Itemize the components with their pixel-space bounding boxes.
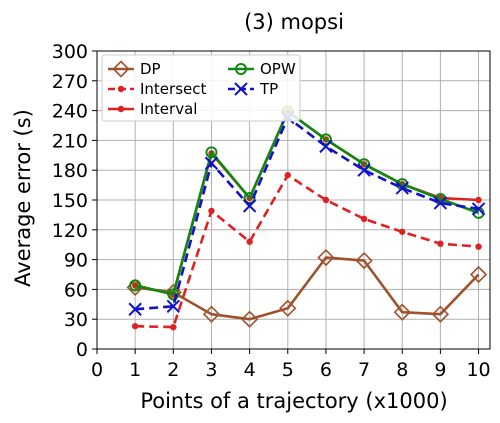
point-dp-7 xyxy=(393,303,411,321)
point-opw-0 xyxy=(129,279,142,292)
point-interval-9 xyxy=(475,196,482,204)
point-dp-8 xyxy=(431,305,450,323)
point-tp-0 xyxy=(128,302,142,316)
point-dp-3 xyxy=(240,310,259,328)
point-dp-4 xyxy=(279,299,297,317)
legend-marker-opw xyxy=(235,63,247,75)
legend-entry-intersect: Intersect xyxy=(108,80,206,98)
y-tick-label-6: 180 xyxy=(52,160,88,182)
point-tp-2 xyxy=(204,156,219,170)
y-tick-label-8: 240 xyxy=(52,101,88,123)
legend-label-opw: OPW xyxy=(260,60,296,78)
x-tick-label-3: 3 xyxy=(205,359,217,381)
point-dp-9 xyxy=(469,265,488,284)
y-tick-label-5: 150 xyxy=(52,190,88,212)
point-opw-2 xyxy=(205,146,218,159)
y-tick-label-4: 120 xyxy=(52,220,88,242)
point-tp-1 xyxy=(166,299,181,313)
point-tp-5 xyxy=(319,139,333,154)
x-tick-label-6: 6 xyxy=(320,359,332,381)
x-tick-label-4: 4 xyxy=(244,359,256,381)
legend-entry-dp: DP xyxy=(108,60,161,78)
chart-title: (3) mopsi xyxy=(244,10,344,34)
x-tick-label-5: 5 xyxy=(282,359,294,381)
legend: DP Intersect Interval OPW TP xyxy=(101,54,301,122)
legend-label-tp: TP xyxy=(259,80,278,98)
point-intersect-7 xyxy=(399,228,406,235)
legend-entry-opw: OPW xyxy=(228,60,296,78)
legend-marker-intersect xyxy=(117,85,125,93)
series-line-opw xyxy=(134,110,480,296)
y-axis-label: Average error (s) xyxy=(11,109,35,287)
x-tick-label-0: 0 xyxy=(91,359,103,381)
point-opw-1 xyxy=(167,288,180,301)
point-tp-9 xyxy=(471,202,486,216)
y-tick-label-10: 300 xyxy=(52,41,88,63)
x-tick-label-10: 10 xyxy=(466,359,490,381)
legend-entry-tp: TP xyxy=(228,80,278,98)
point-tp-3 xyxy=(242,199,257,213)
point-opw-5 xyxy=(319,133,332,146)
y-tick-label-7: 210 xyxy=(52,130,88,152)
point-intersect-8 xyxy=(437,240,444,247)
y-tick-label-0: 0 xyxy=(76,339,88,361)
point-intersect-6 xyxy=(360,215,368,223)
legend-marker-tp xyxy=(234,82,248,96)
data-series xyxy=(126,105,488,331)
x-tick-label-1: 1 xyxy=(129,359,141,381)
series-line-tp xyxy=(135,116,479,311)
x-tick-label-8: 8 xyxy=(396,359,408,381)
series-line-intersect xyxy=(135,173,479,329)
x-tick-label-2: 2 xyxy=(167,359,179,381)
point-intersect-9 xyxy=(475,243,482,250)
y-tick-label-2: 60 xyxy=(64,279,88,301)
point-intersect-3 xyxy=(246,238,253,245)
legend-label-dp: DP xyxy=(140,60,161,78)
x-tick-label-7: 7 xyxy=(358,359,370,381)
point-tp-8 xyxy=(433,196,448,210)
point-intersect-1 xyxy=(170,323,177,331)
point-tp-6 xyxy=(357,163,371,177)
legend-box xyxy=(101,54,301,122)
point-intersect-2 xyxy=(208,207,215,215)
y-tick-label-3: 90 xyxy=(64,250,88,272)
legend-label-interval: Interval xyxy=(140,100,197,118)
legend-marker-interval xyxy=(117,105,125,113)
point-intersect-5 xyxy=(322,196,330,204)
point-dp-6 xyxy=(355,251,373,270)
legend-entry-interval: Interval xyxy=(108,100,197,118)
point-intersect-4 xyxy=(284,171,291,179)
series-line-dp xyxy=(135,256,480,321)
y-tick-label-9: 270 xyxy=(52,71,88,93)
x-tick-label-9: 9 xyxy=(434,359,446,381)
series-intersect xyxy=(131,171,482,331)
point-dp-2 xyxy=(202,305,221,323)
legend-label-intersect: Intersect xyxy=(140,80,206,98)
axis-ticks: 0 1 2 3 4 5 6 7 8 9 10 0 30 60 90 120 150 180 210 240 270 300 xyxy=(52,41,491,381)
y-tick-label-1: 30 xyxy=(64,309,88,331)
legend-marker-dp xyxy=(112,60,130,78)
point-tp-7 xyxy=(395,181,409,195)
point-intersect-0 xyxy=(131,322,139,330)
point-dp-5 xyxy=(317,248,335,267)
x-axis-label: Points of a trajectory (x1000) xyxy=(140,389,447,413)
